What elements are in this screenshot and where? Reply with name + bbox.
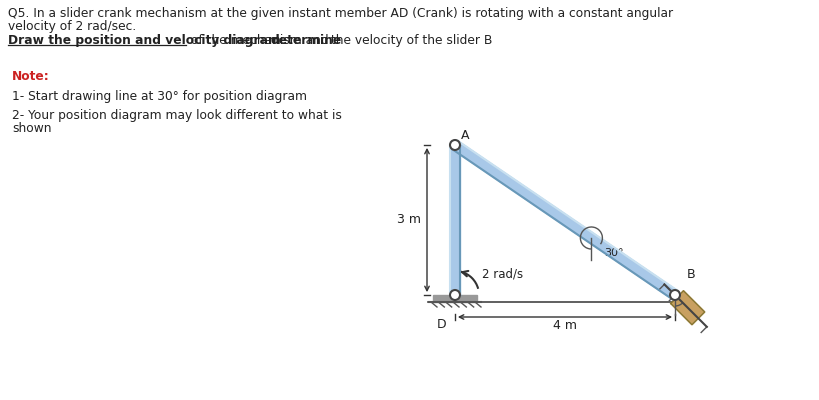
Polygon shape bbox=[451, 141, 677, 299]
Text: Q5. In a slider crank mechanism at the given instant member AD (Crank) is rotati: Q5. In a slider crank mechanism at the g… bbox=[8, 7, 672, 20]
Text: 45°: 45° bbox=[682, 310, 702, 320]
Text: 2 rad/s: 2 rad/s bbox=[482, 268, 523, 280]
Text: A: A bbox=[460, 129, 469, 142]
Polygon shape bbox=[450, 295, 459, 302]
Polygon shape bbox=[450, 145, 459, 295]
Text: D: D bbox=[437, 318, 446, 331]
Text: 4 m: 4 m bbox=[552, 319, 577, 332]
Text: 2- Your position diagram may look different to what is: 2- Your position diagram may look differ… bbox=[12, 109, 342, 122]
Text: 30°: 30° bbox=[604, 248, 623, 258]
Polygon shape bbox=[432, 295, 477, 302]
Text: 3 m: 3 m bbox=[396, 214, 420, 226]
Circle shape bbox=[450, 140, 459, 150]
Text: Note:: Note: bbox=[12, 70, 50, 83]
Text: Draw the position and velocity diagram: Draw the position and velocity diagram bbox=[8, 34, 280, 47]
Text: B: B bbox=[686, 268, 695, 281]
Text: shown: shown bbox=[12, 122, 52, 135]
Text: determine: determine bbox=[270, 34, 342, 47]
Circle shape bbox=[450, 290, 459, 300]
Circle shape bbox=[669, 290, 679, 300]
Polygon shape bbox=[670, 291, 704, 325]
Text: of the mechanism and: of the mechanism and bbox=[187, 34, 332, 47]
Text: 1- Start drawing line at 30° for position diagram: 1- Start drawing line at 30° for positio… bbox=[12, 90, 306, 103]
Text: velocity of 2 rad/sec.: velocity of 2 rad/sec. bbox=[8, 20, 136, 33]
Text: the velocity of the slider B: the velocity of the slider B bbox=[327, 34, 491, 47]
